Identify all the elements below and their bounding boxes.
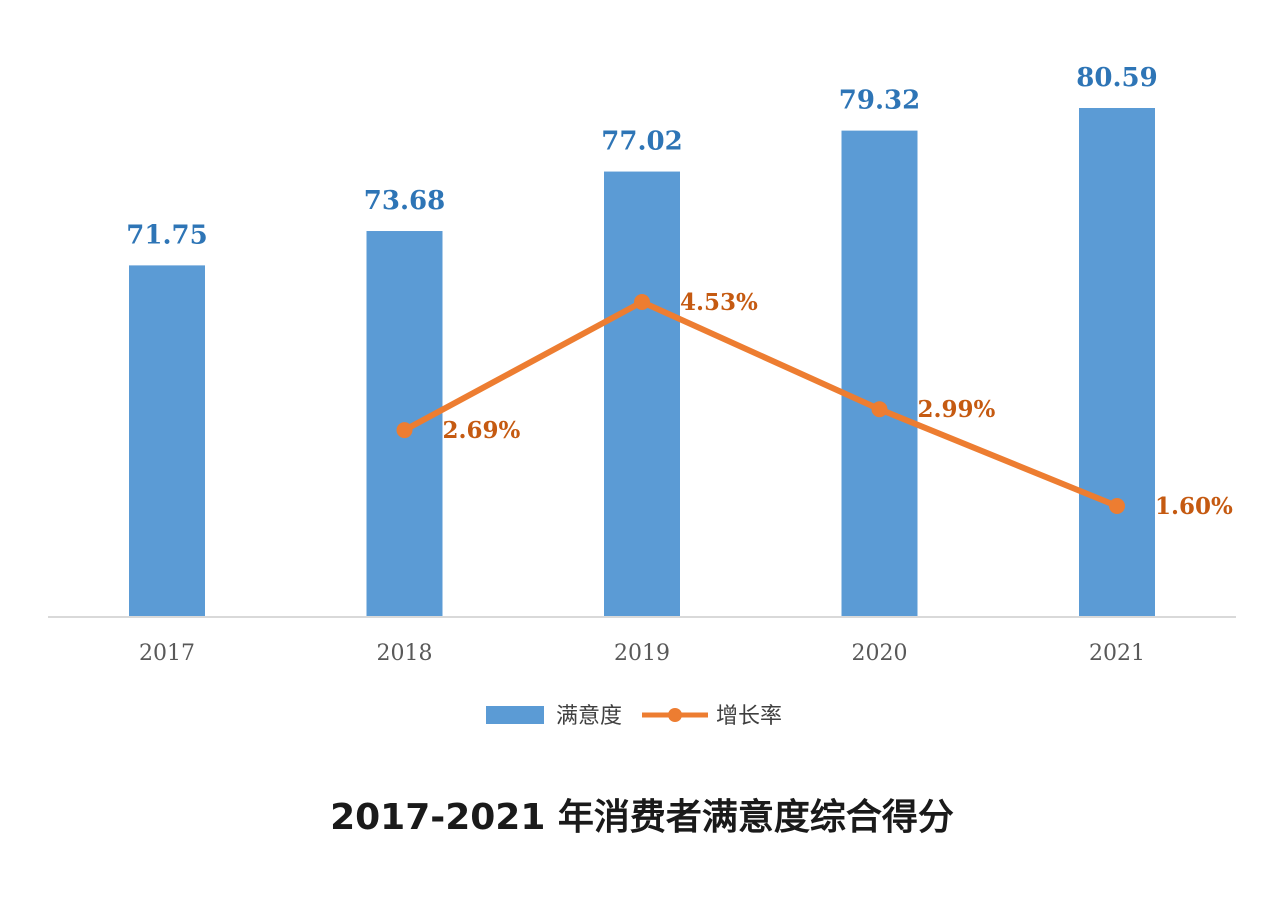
x-tick-2018: 2018	[377, 641, 433, 666]
chart: 71.75 73.68 77.02 79.32 80.59 2.69% 4.53% 2.99%…	[48, 63, 1236, 729]
growth-value-label-2019: 4.53%	[680, 289, 758, 316]
legend-label-growth: 增长率	[716, 704, 782, 729]
chart-title: 2017-2021 年消费者满意度综合得分	[330, 797, 954, 838]
legend: 满意度 增长率	[486, 704, 782, 729]
x-tick-2020: 2020	[852, 641, 908, 666]
bars-group	[129, 108, 1155, 618]
bar-value-label-2017: 71.75	[126, 220, 207, 250]
bar-value-label-2020: 79.32	[839, 86, 920, 116]
growth-line-group	[396, 294, 1125, 514]
growth-value-label-2021: 1.60%	[1155, 493, 1233, 520]
growth-rate-line	[403, 299, 1119, 509]
x-tick-labels-group: 2017 2018 2019 2020 2021	[139, 641, 1145, 666]
bar-value-label-2019: 77.02	[601, 127, 682, 157]
bar-value-label-2021: 80.59	[1076, 63, 1157, 93]
legend-label-satisfaction: 满意度	[556, 704, 622, 729]
growth-value-label-2018: 2.69%	[443, 417, 521, 444]
bar-2017	[129, 265, 205, 617]
growth-value-label-2020: 2.99%	[918, 396, 996, 423]
x-tick-2021: 2021	[1089, 641, 1145, 666]
legend-swatch-growth-marker	[668, 708, 682, 722]
growth-point-2019	[634, 294, 650, 310]
bar-2021	[1079, 108, 1155, 617]
legend-swatch-satisfaction	[486, 706, 544, 724]
x-tick-2019: 2019	[614, 641, 670, 666]
x-tick-2017: 2017	[139, 641, 195, 666]
growth-point-2020	[871, 401, 888, 418]
bar-2019	[604, 171, 680, 618]
bar-2020	[841, 130, 918, 617]
growth-point-2018	[396, 422, 413, 439]
bar-value-label-2018: 73.68	[364, 186, 445, 216]
growth-point-2021	[1109, 498, 1125, 514]
data-labels-group: 71.75 73.68 77.02 79.32 80.59 2.69% 4.53% 2.99%…	[126, 63, 1233, 520]
